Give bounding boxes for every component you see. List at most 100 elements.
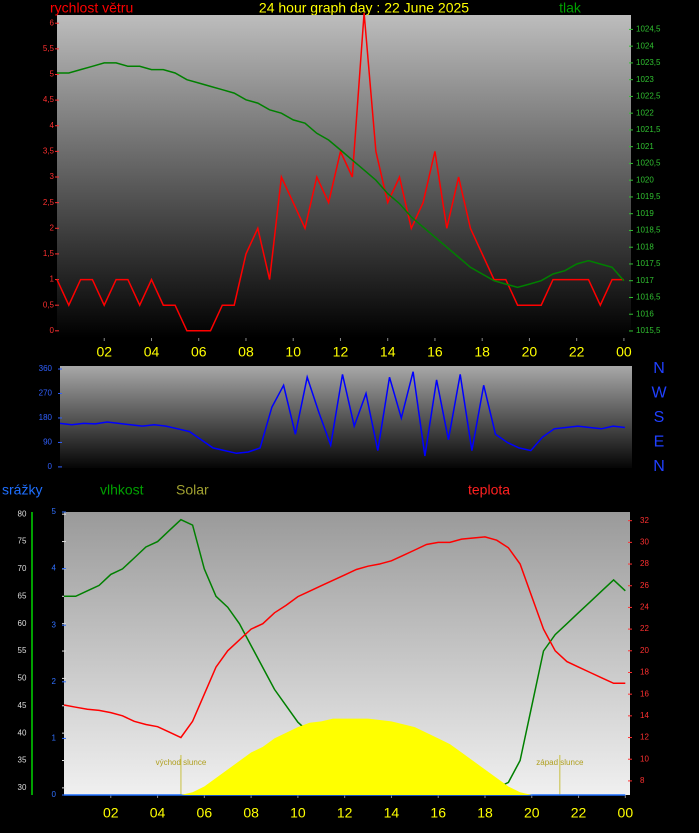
x-tick-label: 00 [618,805,634,821]
x-tick-label: 14 [384,805,400,821]
y2-tick-label: 1017 [636,276,654,285]
y-tick-label: 3,5 [43,146,55,155]
y2-tick-label: 26 [640,581,649,590]
x-tick-label: 06 [191,344,207,360]
series-line [63,536,626,739]
y2-tick-label: 1019,5 [636,192,661,201]
y-tick-label: 3 [50,172,55,181]
legend-label: srážky [2,482,42,498]
y3-tick-label: 5 [52,507,57,516]
x-tick-label: 08 [238,344,254,360]
y-tick-label: 50 [18,674,27,683]
direction-label: N [653,458,665,475]
y2-tick-label: 1022 [636,108,654,117]
y2-tick-label: 30 [640,537,649,546]
y-tick-label: 70 [18,564,27,573]
x-tick-label: 12 [333,344,349,360]
y-tick-label: 75 [18,537,27,546]
x-tick-label: 04 [150,805,166,821]
y2-tick-label: 28 [640,559,649,568]
y2-tick-label: 1016,5 [636,293,661,302]
y2-tick-label: 1016 [636,309,654,318]
chart-title: 24 hour graph day : 22 June 2025 [259,0,469,16]
legend-label: Solar [176,482,209,498]
y2-tick-label: 1018,5 [636,226,661,235]
x-tick-label: 08 [243,805,259,821]
y3-tick-label: 2 [52,677,57,686]
direction-label: E [654,434,665,451]
y2-tick-label: 1024 [636,41,654,50]
y-tick-label: 6 [50,18,55,27]
y-tick-label: 1,5 [43,249,55,258]
plot-background [60,366,632,468]
direction-label: N [653,360,665,377]
y2-tick-label: 14 [640,711,649,720]
legend-label: vlhkost [100,482,144,498]
x-tick-label: 12 [337,805,353,821]
y-tick-label: 180 [39,413,53,422]
series-line [59,371,625,457]
plot-background [57,15,631,338]
y2-tick-label: 1020,5 [636,159,661,168]
legend-label: teplota [468,482,510,498]
x-tick-label: 02 [96,344,112,360]
y-tick-label: 45 [18,701,27,710]
y2-tick-label: 1023,5 [636,58,661,67]
y-tick-label: 60 [18,619,27,628]
y-tick-label: 4,5 [43,95,55,104]
x-tick-label: 22 [571,805,587,821]
y2-tick-label: 1015,5 [636,326,661,335]
y2-tick-label: 1024,5 [636,25,661,34]
y2-tick-label: 18 [640,668,649,677]
y2-tick-label: 8 [640,776,645,785]
legend-label: tlak [559,0,582,16]
y2-tick-label: 12 [640,733,649,742]
y-tick-label: 5,5 [43,44,55,53]
x-tick-label: 00 [616,344,632,360]
x-tick-label: 04 [144,344,160,360]
y2-tick-label: 22 [640,624,649,633]
y2-tick-label: 24 [640,603,649,612]
y2-tick-label: 10 [640,754,649,763]
x-tick-label: 22 [569,344,585,360]
annotation-text: západ slunce [536,758,584,767]
x-tick-label: 06 [197,805,213,821]
y2-tick-label: 20 [640,646,649,655]
direction-label: W [651,385,667,402]
x-tick-label: 16 [430,805,446,821]
y-tick-label: 360 [39,364,53,373]
y-tick-label: 90 [43,438,52,447]
x-tick-label: 16 [427,344,443,360]
y2-tick-label: 1023 [636,75,654,84]
x-tick-label: 14 [380,344,396,360]
legend-label: rychlost větru [50,0,133,16]
y3-tick-label: 3 [52,620,57,629]
y-tick-label: 65 [18,591,27,600]
y-tick-label: 30 [18,783,27,792]
y-tick-label: 55 [18,646,27,655]
x-tick-label: 20 [522,344,538,360]
y2-tick-label: 1017,5 [636,259,661,268]
x-tick-label: 18 [474,344,490,360]
x-tick-label: 02 [103,805,119,821]
y2-tick-label: 32 [640,516,649,525]
y-tick-label: 0 [48,462,53,471]
x-tick-label: 10 [290,805,306,821]
y-tick-label: 35 [18,756,27,765]
y-tick-label: 270 [39,389,53,398]
y2-tick-label: 16 [640,689,649,698]
y2-tick-label: 1018 [636,242,654,251]
y-tick-label: 4 [50,121,55,130]
y2-tick-label: 1019 [636,209,654,218]
y-tick-label: 1 [50,275,55,284]
series-line [57,62,625,289]
y-tick-label: 40 [18,728,27,737]
y2-tick-label: 1020 [636,175,654,184]
y-tick-label: 2 [50,223,55,232]
annotation-text: východ slunce [156,758,207,767]
series-line [56,12,624,332]
y2-tick-label: 1022,5 [636,92,661,101]
x-tick-label: 20 [524,805,540,821]
y2-tick-label: 1021 [636,142,654,151]
y-tick-label: 80 [18,509,27,518]
